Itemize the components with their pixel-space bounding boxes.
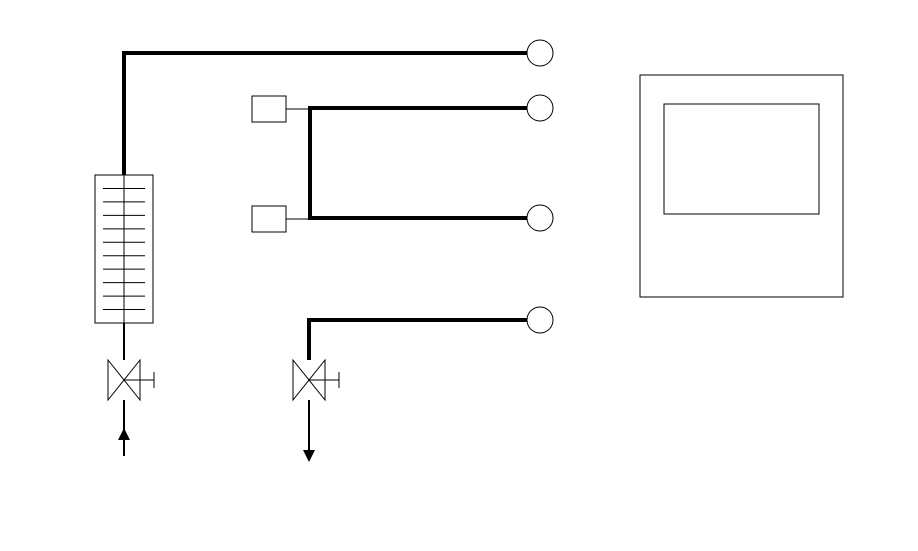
sensor-conductivity bbox=[527, 307, 553, 333]
sensor-brass-corrosion bbox=[527, 205, 553, 231]
sensor-carbon-steel-corrosion bbox=[527, 40, 553, 66]
pipe-network bbox=[124, 53, 527, 360]
outlet-arrow-icon bbox=[303, 450, 315, 462]
coupon-holder-2 bbox=[252, 206, 286, 232]
inlet-arrow-icon bbox=[118, 428, 130, 440]
sensor-ph bbox=[527, 95, 553, 121]
coupon-holder-1 bbox=[252, 96, 286, 122]
touchscreen-display bbox=[664, 104, 819, 214]
